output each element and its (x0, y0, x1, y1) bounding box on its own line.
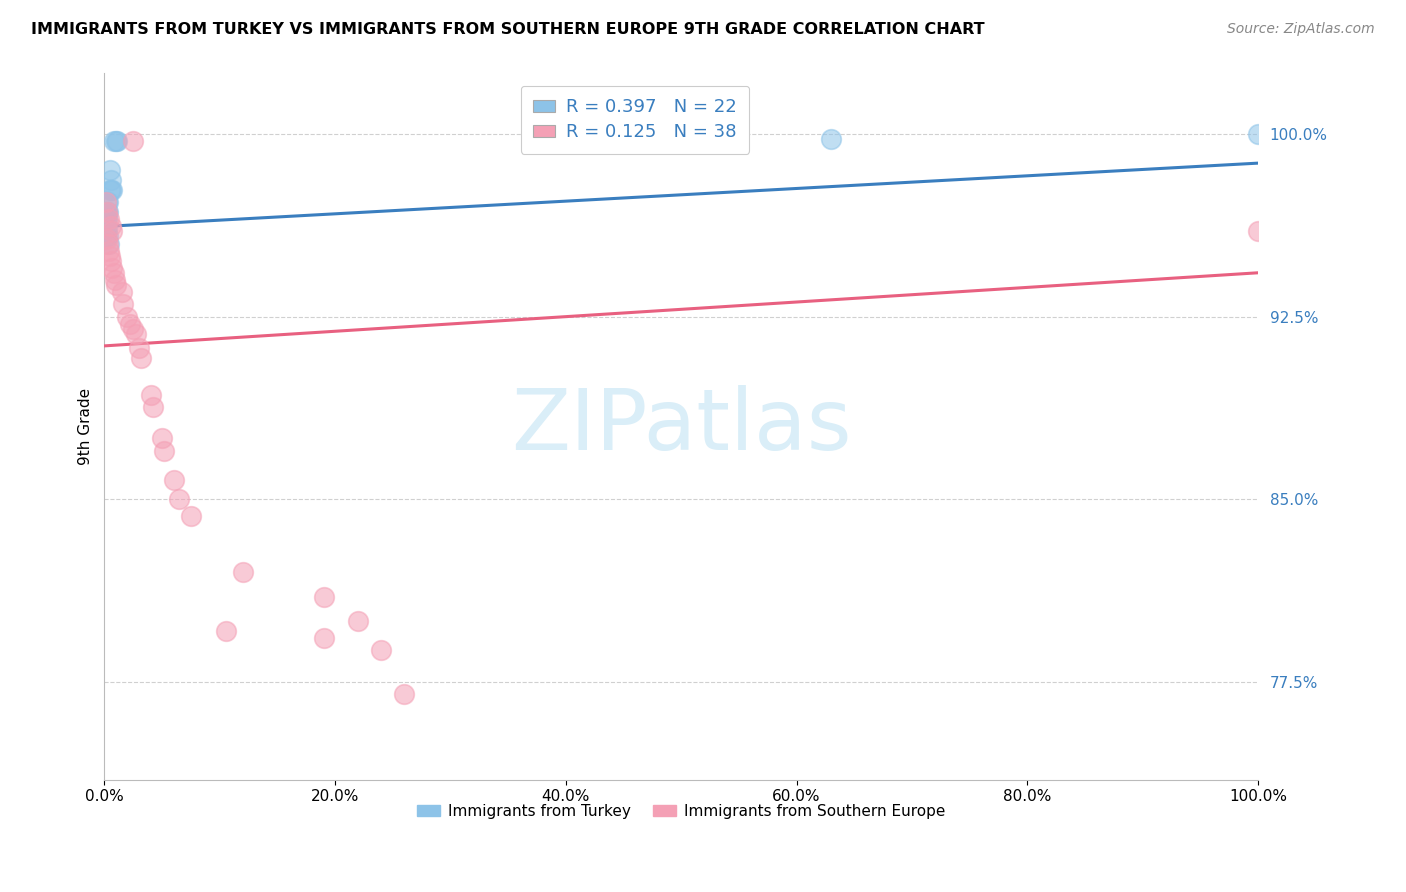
Point (101, 224, 124, 238)
Point (117, 310, 139, 324)
Point (96, 232, 118, 246)
Point (100, 183, 122, 197)
Point (96, 205, 118, 219)
Legend: Immigrants from Turkey, Immigrants from Southern Europe: Immigrants from Turkey, Immigrants from … (411, 797, 952, 825)
Point (98, 236, 121, 251)
Text: Source: ZipAtlas.com: Source: ZipAtlas.com (1227, 22, 1375, 37)
Y-axis label: 9th Grade: 9th Grade (79, 388, 93, 465)
Point (103, 134, 125, 148)
Point (111, 285, 134, 300)
Point (98, 244, 121, 258)
Point (169, 492, 191, 507)
Point (312, 590, 335, 604)
Point (94, 212, 117, 227)
Point (122, 322, 145, 336)
Point (98, 163, 121, 178)
Point (820, 132, 842, 146)
Point (128, 341, 150, 355)
Point (104, 273, 127, 287)
Point (1247, 224, 1270, 238)
Point (370, 643, 392, 657)
Point (100, 173, 122, 187)
Point (312, 632, 335, 646)
Point (104, 134, 127, 148)
Point (139, 387, 162, 401)
Point (142, 400, 165, 414)
Point (214, 624, 236, 638)
Text: IMMIGRANTS FROM TURKEY VS IMMIGRANTS FROM SOUTHERN EUROPE 9TH GRADE CORRELATION : IMMIGRANTS FROM TURKEY VS IMMIGRANTS FRO… (31, 22, 984, 37)
Point (122, 134, 145, 148)
Point (98, 212, 121, 227)
Point (94, 205, 117, 219)
Point (97, 195, 120, 210)
Point (347, 614, 370, 628)
Point (105, 134, 128, 148)
Point (96, 195, 118, 210)
Point (111, 297, 134, 311)
Point (96, 212, 118, 227)
Text: ZIPatlas: ZIPatlas (510, 384, 852, 467)
Point (104, 277, 127, 292)
Point (96, 205, 118, 219)
Point (97, 205, 120, 219)
Point (394, 687, 416, 701)
Point (101, 260, 124, 275)
Point (94, 229, 117, 244)
Point (118, 317, 141, 331)
Point (129, 351, 152, 365)
Point (124, 326, 146, 341)
Point (150, 432, 173, 446)
Point (94, 195, 117, 210)
Point (94, 222, 117, 236)
Point (153, 443, 176, 458)
Point (97, 229, 120, 244)
Point (100, 219, 122, 234)
Point (100, 253, 122, 268)
Point (98, 249, 121, 263)
Point (162, 473, 184, 487)
Point (96, 222, 118, 236)
Point (232, 566, 254, 580)
Point (1247, 127, 1270, 141)
Point (180, 509, 202, 524)
Point (103, 266, 125, 280)
Point (97, 236, 120, 251)
Point (98, 183, 121, 197)
Point (101, 183, 124, 197)
